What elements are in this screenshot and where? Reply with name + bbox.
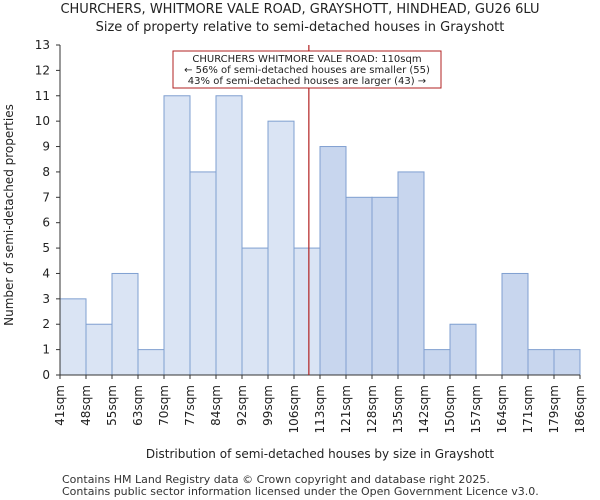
x-tick-label-121sqm: 121sqm bbox=[339, 385, 353, 433]
chart-title: CHURCHERS, WHITMORE VALE ROAD, GRAYSHOTT… bbox=[60, 2, 540, 17]
y-tick-label-0: 0 bbox=[42, 368, 50, 382]
x-tick-label-186sqm: 186sqm bbox=[573, 385, 587, 433]
bar-142sqm bbox=[423, 349, 451, 376]
y-tick-label-9: 9 bbox=[42, 140, 50, 154]
bar-135sqm bbox=[397, 171, 425, 376]
y-tick-label-4: 4 bbox=[42, 266, 50, 280]
bar-55sqm bbox=[111, 272, 139, 376]
y-tick-label-5: 5 bbox=[42, 241, 50, 255]
x-tick-label-128sqm: 128sqm bbox=[365, 385, 379, 433]
x-tick-label-55sqm: 55sqm bbox=[105, 385, 119, 426]
bar-164sqm bbox=[501, 272, 529, 376]
x-tick-label-179sqm: 179sqm bbox=[547, 385, 561, 433]
bar-84sqm bbox=[215, 95, 243, 376]
chart-subtitle: Size of property relative to semi-detach… bbox=[95, 20, 505, 35]
bar-77sqm bbox=[189, 171, 217, 376]
annotation-line-2: ← 56% of semi-detached houses are smalle… bbox=[184, 65, 430, 76]
annotation-line-3: 43% of semi-detached houses are larger (… bbox=[188, 76, 426, 87]
x-tick-label-84sqm: 84sqm bbox=[209, 385, 223, 426]
bar-179sqm bbox=[553, 349, 581, 376]
bar-128sqm bbox=[371, 196, 399, 376]
bar-48sqm bbox=[85, 323, 113, 376]
x-tick-label-92sqm: 92sqm bbox=[235, 385, 249, 426]
x-tick-label-113sqm: 113sqm bbox=[313, 385, 327, 433]
y-tick-label-12: 12 bbox=[35, 63, 50, 77]
annotation-line-1: CHURCHERS WHITMORE VALE ROAD: 110sqm bbox=[192, 54, 421, 65]
x-tick-label-164sqm: 164sqm bbox=[495, 385, 509, 433]
bar-150sqm bbox=[449, 323, 477, 376]
y-tick-label-1: 1 bbox=[42, 343, 50, 357]
x-tick-label-135sqm: 135sqm bbox=[391, 385, 405, 433]
bar-171sqm bbox=[527, 349, 555, 376]
annotation-frame bbox=[172, 50, 442, 89]
x-ticks-group: 41sqm 48sqm 55sqm 63sqm 70sqm 77sqm 84sqm 92sqm… bbox=[53, 375, 587, 433]
y-tick-label-8: 8 bbox=[42, 165, 50, 179]
x-tick-label-70sqm: 70sqm bbox=[157, 385, 171, 426]
y-tick-label-13: 13 bbox=[35, 38, 50, 52]
bars-group bbox=[59, 95, 581, 376]
y-tick-label-3: 3 bbox=[42, 292, 50, 306]
bar-113sqm bbox=[319, 146, 347, 376]
x-tick-label-157sqm: 157sqm bbox=[469, 385, 483, 433]
x-axis-label: Distribution of semi-detached houses by … bbox=[146, 447, 494, 461]
x-tick-label-150sqm: 150sqm bbox=[443, 385, 457, 433]
y-tick-label-2: 2 bbox=[42, 317, 50, 331]
y-tick-label-11: 11 bbox=[35, 89, 50, 103]
y-tick-label-10: 10 bbox=[35, 114, 50, 128]
bar-99sqm bbox=[267, 120, 295, 376]
y-axis-label: Number of semi-detached properties bbox=[2, 104, 16, 326]
x-tick-label-171sqm: 171sqm bbox=[521, 385, 535, 433]
x-tick-label-99sqm: 99sqm bbox=[261, 385, 275, 426]
bar-121sqm bbox=[345, 196, 373, 376]
x-tick-label-77sqm: 77sqm bbox=[183, 385, 197, 426]
bar-41sqm bbox=[59, 298, 87, 376]
x-tick-label-142sqm: 142sqm bbox=[417, 385, 431, 433]
y-tick-label-6: 6 bbox=[42, 216, 50, 230]
x-tick-label-63sqm: 63sqm bbox=[131, 385, 145, 426]
x-tick-label-106sqm: 106sqm bbox=[287, 385, 301, 433]
bar-92sqm bbox=[241, 247, 269, 376]
x-tick-label-48sqm: 48sqm bbox=[79, 385, 93, 426]
bar-70sqm bbox=[163, 95, 191, 376]
bar-63sqm bbox=[137, 349, 165, 376]
footer-line-2: Contains public sector information licen… bbox=[62, 485, 539, 498]
annotation-box: CHURCHERS WHITMORE VALE ROAD: 110sqm ← 5… bbox=[172, 50, 442, 89]
y-tick-label-7: 7 bbox=[42, 190, 50, 204]
footer-line-1: Contains HM Land Registry data © Crown c… bbox=[62, 473, 490, 486]
bar-106sqm bbox=[293, 247, 321, 376]
x-tick-label-41sqm: 41sqm bbox=[53, 385, 67, 426]
